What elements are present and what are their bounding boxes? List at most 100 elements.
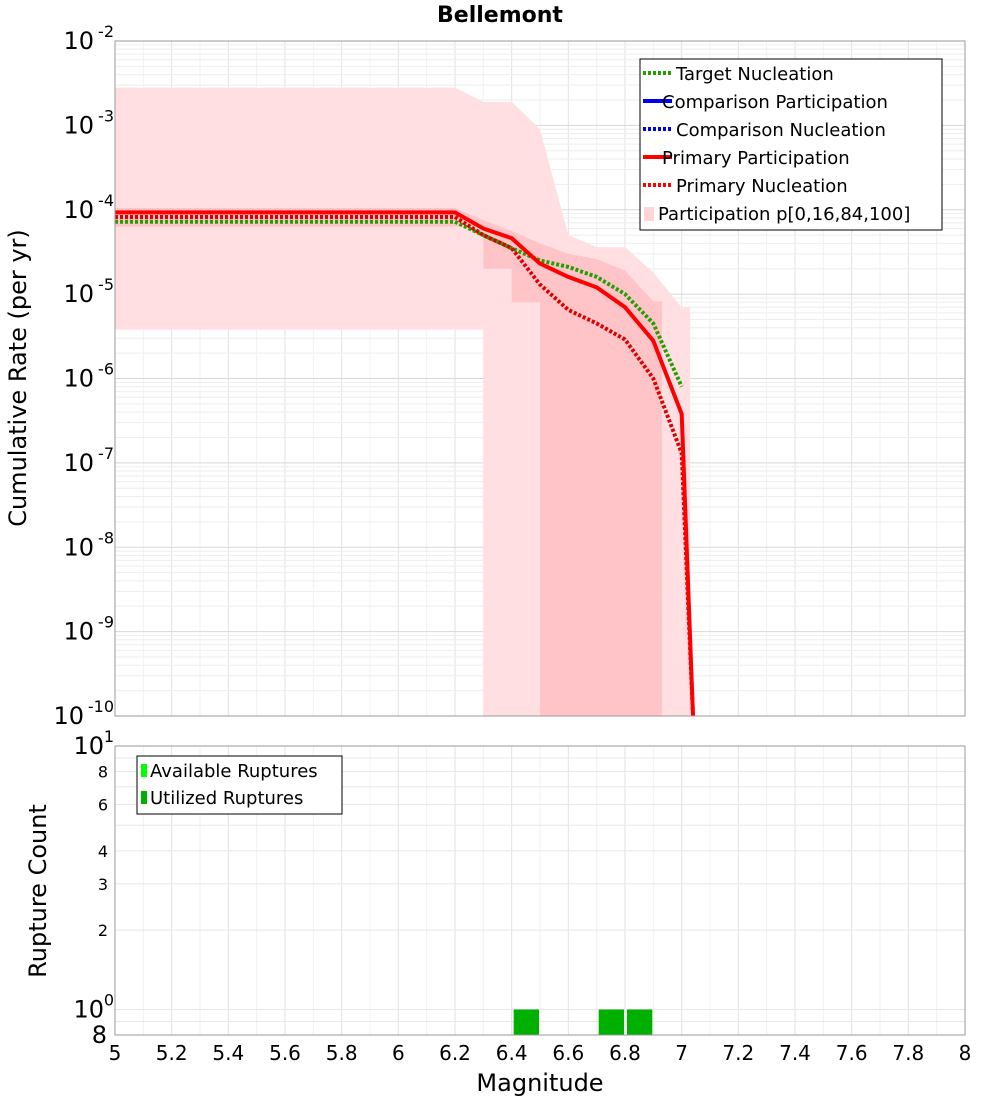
y-tick-label: 10 -10 bbox=[53, 697, 114, 730]
rupture-y-axis-label: Rupture Count bbox=[24, 804, 52, 978]
y-tick-label: 10 -9 bbox=[63, 613, 114, 646]
y-tick-label: 8 bbox=[98, 763, 108, 782]
rupture-bar bbox=[513, 1009, 539, 1035]
y-tick-value: 2 bbox=[98, 921, 108, 940]
x-tick-label: 7.6 bbox=[836, 1041, 868, 1065]
y-tick-exponent: -4 bbox=[98, 191, 114, 210]
y-tick-label: 10 -2 bbox=[63, 22, 114, 55]
x-tick-label: 5.6 bbox=[269, 1041, 301, 1065]
rupture-bars bbox=[513, 1009, 653, 1035]
y-tick-exponent: -8 bbox=[98, 528, 114, 547]
legend-item: Target Nucleation bbox=[643, 64, 834, 85]
x-axis-label: Magnitude bbox=[476, 1069, 603, 1097]
y-tick-value: 4 bbox=[98, 842, 108, 861]
x-tick-label: 5.4 bbox=[212, 1041, 244, 1065]
x-tick-label: 5 bbox=[109, 1041, 122, 1065]
y-tick-value: 8 bbox=[98, 763, 108, 782]
x-tick-label: 7.4 bbox=[779, 1041, 811, 1065]
legend-item: Primary Nucleation bbox=[643, 176, 848, 197]
series-primary-participation bbox=[115, 210, 695, 717]
x-tick-label: 6.8 bbox=[609, 1041, 641, 1065]
y-tick-exponent: -7 bbox=[98, 444, 114, 463]
y-tick-exponent: 1 bbox=[104, 727, 114, 746]
x-tick-label: 7.8 bbox=[892, 1041, 924, 1065]
legend-item: Utilized Ruptures bbox=[141, 788, 303, 809]
rupture-bar bbox=[627, 1009, 653, 1035]
legend-label: Comparison Nucleation bbox=[676, 120, 886, 141]
rupture-legend: Available Ruptures Utilized Ruptures bbox=[136, 755, 343, 815]
y-tick-exponent: 0 bbox=[104, 990, 114, 1009]
chart-title: Bellemont bbox=[437, 3, 563, 28]
legend-swatch bbox=[644, 207, 654, 221]
magnitude-x-ticks: 5 5.2 5.4 5.6 5.8 6 6.2 6.4 6.6 6.8 7 7.2 7.4 7.6 7.8 8 bbox=[109, 1041, 972, 1065]
legend-item: Participation p[0,16,84,100] bbox=[644, 204, 910, 225]
y-tick-label: 4 bbox=[98, 842, 108, 861]
y-tick-base: 10 bbox=[63, 365, 94, 393]
rupture-count-frame bbox=[114, 745, 966, 1036]
legend-item: Primary Participation bbox=[643, 148, 850, 169]
legend-label: Primary Nucleation bbox=[676, 176, 848, 197]
legend-label: Participation p[0,16,84,100] bbox=[658, 204, 910, 225]
y-tick-base: 10 bbox=[53, 702, 84, 730]
y-tick-base: 10 bbox=[63, 533, 94, 561]
rate-legend: Target Nucleation Comparison Participatio… bbox=[639, 58, 943, 231]
x-tick-label: 7.2 bbox=[722, 1041, 754, 1065]
x-tick-label: 7 bbox=[675, 1041, 688, 1065]
series-target-nucleation bbox=[115, 219, 684, 388]
x-tick-label: 6.6 bbox=[552, 1041, 584, 1065]
y-tick-label: 10 -5 bbox=[63, 275, 114, 308]
rate-y-ticks: 10-210-310-410-510-610-710-810-910-10 bbox=[53, 22, 114, 730]
y-tick-base: 10 bbox=[63, 618, 94, 646]
y-tick-label: 3 bbox=[98, 875, 108, 894]
legend-label: Comparison Participation bbox=[662, 92, 888, 113]
band-p16-p84 bbox=[115, 207, 662, 716]
y-tick-value: 8 bbox=[92, 1021, 107, 1049]
y-tick-label: 6 bbox=[98, 795, 108, 814]
y-tick-value: 6 bbox=[98, 795, 108, 814]
legend-item: Comparison Participation bbox=[643, 92, 888, 113]
y-tick-label: 10 -6 bbox=[63, 360, 114, 393]
y-tick-base: 10 bbox=[63, 280, 94, 308]
legend-label: Available Ruptures bbox=[150, 761, 318, 782]
x-tick-label: 6 bbox=[392, 1041, 405, 1065]
y-tick-base: 10 bbox=[63, 449, 94, 477]
y-tick-label: 10 1 bbox=[73, 727, 114, 760]
legend-label: Utilized Ruptures bbox=[150, 788, 303, 809]
y-tick-base: 10 bbox=[63, 111, 94, 139]
y-tick-exponent: -2 bbox=[98, 22, 114, 41]
y-tick-value: 3 bbox=[98, 875, 108, 894]
y-tick-exponent: -10 bbox=[88, 697, 114, 716]
y-tick-exponent: -3 bbox=[98, 106, 114, 125]
legend-item: Comparison Nucleation bbox=[643, 120, 886, 141]
y-tick-label: 10 -7 bbox=[63, 444, 114, 477]
legend-item: Available Ruptures bbox=[141, 761, 318, 782]
y-tick-label: 10 -8 bbox=[63, 528, 114, 561]
y-tick-exponent: -5 bbox=[98, 275, 114, 294]
x-tick-label: 6.4 bbox=[496, 1041, 528, 1065]
x-tick-label: 5.2 bbox=[156, 1041, 188, 1065]
y-tick-base: 10 bbox=[73, 732, 104, 760]
rate-plot: 10-210-310-410-510-610-710-810-910-10 Cu… bbox=[4, 22, 966, 730]
x-tick-label: 6.2 bbox=[439, 1041, 471, 1065]
y-tick-label: 8 bbox=[92, 1021, 107, 1049]
x-tick-label: 5.8 bbox=[326, 1041, 358, 1065]
y-tick-base: 10 bbox=[63, 196, 94, 224]
series-primary-nucleation bbox=[115, 215, 695, 717]
y-tick-base: 10 bbox=[73, 995, 104, 1023]
rupture-bar bbox=[598, 1009, 624, 1035]
y-tick-label: 10 -4 bbox=[63, 191, 114, 224]
y-tick-exponent: -6 bbox=[98, 360, 114, 379]
legend-box bbox=[639, 58, 943, 231]
legend-swatch bbox=[141, 791, 147, 804]
legend-label: Target Nucleation bbox=[675, 64, 834, 85]
x-tick-label: 8 bbox=[959, 1041, 972, 1065]
rate-series bbox=[115, 210, 695, 717]
y-tick-label: 2 bbox=[98, 921, 108, 940]
y-tick-label: 10 0 bbox=[73, 990, 114, 1023]
rate-plot-frame bbox=[114, 40, 966, 717]
y-tick-exponent: -9 bbox=[98, 613, 114, 632]
y-tick-label: 10 -3 bbox=[63, 106, 114, 139]
